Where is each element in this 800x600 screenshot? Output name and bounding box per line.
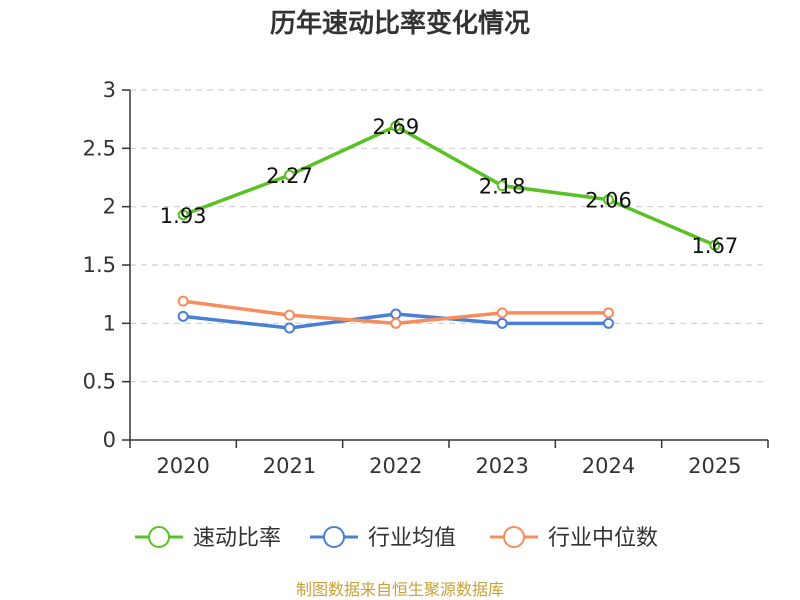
data-point-0: [284, 169, 295, 181]
x-tick-label: 2023: [475, 454, 528, 478]
data-point-2: [284, 309, 295, 321]
source-note: 制图数据来自恒生聚源数据库: [296, 580, 504, 599]
data-point-0: [709, 239, 721, 251]
y-tick-label: 2: [103, 195, 116, 219]
legend-marker: [148, 526, 170, 548]
y-tick-label: 0.5: [83, 370, 116, 394]
data-point-0: [390, 120, 402, 132]
chart-title: 历年速动比率变化情况: [270, 8, 530, 39]
y-tick-label: 1: [103, 311, 116, 335]
data-label: 1.67: [691, 234, 738, 258]
series-line-0: [181, 124, 717, 247]
data-point-1: [603, 317, 614, 329]
data-point-1: [390, 308, 402, 320]
x-tick-labels: 2020 2021 2022 2023 2024 2025: [156, 454, 741, 478]
data-label: 2.06: [585, 189, 632, 213]
data-point-2: [603, 307, 614, 319]
data-label: 2.27: [266, 164, 313, 188]
legend-marker: [323, 526, 345, 548]
data-point-2: [390, 317, 402, 329]
data-point-2: [177, 295, 189, 307]
x-tick-label: 2025: [688, 454, 741, 478]
series-group: [177, 120, 721, 334]
data-labels: 1.93 2.27 2.69 2.18 2.06 1.67: [160, 115, 738, 258]
data-point-1: [284, 322, 295, 334]
legend-label: 行业中位数: [548, 526, 658, 551]
y-tick-label: 2.5: [83, 136, 116, 160]
legend-marker: [503, 526, 525, 548]
data-point-1: [177, 310, 189, 322]
data-label: 1.93: [160, 204, 207, 228]
y-tick-labels: 0 0.5 1 1.5 2 2.5 3: [83, 78, 116, 452]
data-label: 2.69: [372, 115, 419, 139]
x-tick-label: 2022: [369, 454, 422, 478]
y-tick-label: 3: [103, 78, 116, 102]
x-tick-label: 2024: [582, 454, 635, 478]
x-tick-label: 2021: [263, 454, 316, 478]
legend-label: 速动比率: [193, 526, 281, 551]
grid-lines: [130, 89, 768, 383]
x-tick-label: 2020: [156, 454, 209, 478]
data-label: 2.18: [479, 175, 526, 199]
legend-label: 行业均值: [368, 526, 456, 551]
data-point-1: [496, 317, 508, 329]
legend[interactable]: 速动比率 行业均值 行业中位数: [135, 526, 658, 551]
y-tick-label: 0: [103, 428, 116, 452]
data-point-0: [177, 209, 189, 221]
axes: [122, 89, 769, 448]
data-point-2: [496, 307, 508, 319]
y-tick-label: 1.5: [83, 253, 116, 277]
data-point-0: [496, 180, 508, 192]
data-point-0: [603, 194, 614, 206]
